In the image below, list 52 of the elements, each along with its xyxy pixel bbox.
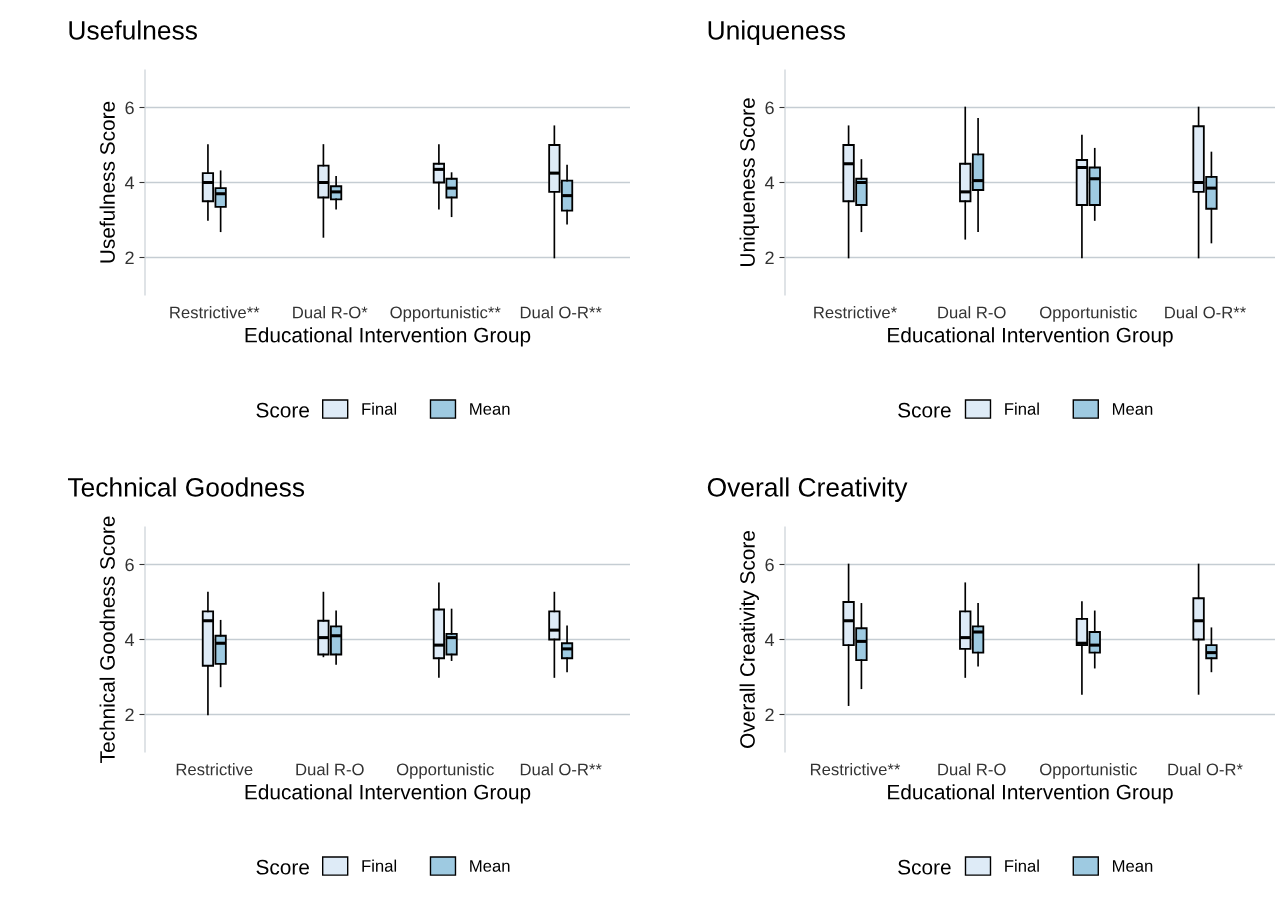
legend-title: Score	[256, 402, 309, 418]
x-tick-label: Dual R-O	[296, 763, 364, 776]
y-tick-label: 2	[125, 251, 134, 265]
chart-title: Uniqueness	[708, 20, 846, 45]
legend-label: Final	[362, 859, 397, 872]
chart-title: Technical Goodness	[67, 477, 305, 497]
legend-label: Mean	[1112, 403, 1153, 415]
x-tick-label: Opportunistic**	[390, 306, 501, 322]
x-tick-label: Opportunistic	[396, 763, 494, 779]
chart-title: Usefulness	[69, 20, 197, 40]
x-tick-label: Opportunistic	[1040, 306, 1137, 322]
legend-title: Score	[256, 859, 309, 875]
x-tick-label: Dual O-R*	[1168, 763, 1243, 776]
x-tick-label: Restrictive**	[170, 306, 260, 319]
y-tick-label: 4	[124, 633, 135, 647]
x-tick-label: Dual R-O	[938, 306, 1006, 319]
legend-label: Final	[1005, 402, 1039, 415]
y-tick-label: 4	[764, 633, 775, 647]
y-tick-label: 4	[764, 176, 775, 190]
legend-label: Mean	[470, 403, 510, 415]
y-axis-title: Overall Creativity Score	[739, 531, 759, 748]
x-tick-label: Restrictive**	[810, 763, 901, 776]
x-axis-title: Educational Intervention Group	[888, 327, 1173, 347]
y-axis-title: Technical Goodness Score	[99, 516, 115, 763]
y-tick-label: 6	[125, 558, 134, 572]
legend-label: Mean	[1112, 860, 1153, 872]
y-tick-label: 2	[765, 251, 774, 265]
chart-title: Overall Creativity	[707, 477, 908, 502]
y-tick-label: 6	[765, 558, 774, 572]
x-axis-title: Educational Intervention Group	[245, 327, 531, 347]
y-axis-title: Usefulness Score	[99, 101, 115, 263]
y-tick-label: 2	[765, 708, 774, 722]
y-tick-label: 4	[124, 176, 135, 190]
legend-title: Score	[898, 402, 951, 418]
y-tick-label: 6	[125, 101, 134, 115]
legend-title: Score	[898, 859, 951, 875]
x-tick-label: Restrictive	[176, 763, 253, 776]
x-axis-title: Educational Intervention Group	[245, 784, 531, 804]
x-axis-title: Educational Intervention Group	[888, 784, 1173, 804]
x-tick-label: Dual O-R**	[1165, 306, 1246, 319]
y-tick-label: 6	[765, 101, 774, 115]
x-tick-label: Dual O-R**	[520, 763, 602, 776]
legend-label: Mean	[470, 860, 510, 872]
legend-label: Final	[1005, 859, 1039, 872]
legend-label: Final	[362, 402, 397, 415]
y-tick-label: 2	[125, 708, 134, 722]
x-tick-label: Dual R-O*	[293, 306, 368, 319]
x-tick-label: Restrictive*	[814, 306, 897, 319]
y-axis-title: Uniqueness Score	[739, 98, 759, 267]
x-tick-label: Opportunistic	[1040, 763, 1137, 779]
x-tick-label: Dual R-O	[938, 763, 1006, 776]
x-tick-label: Dual O-R**	[520, 306, 602, 319]
